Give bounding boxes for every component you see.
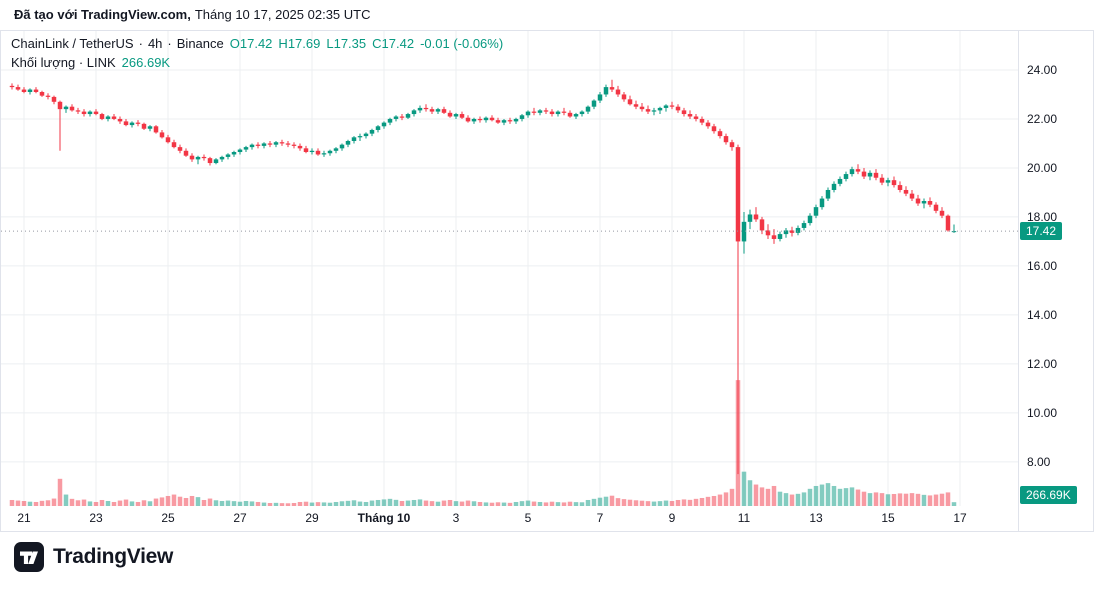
symbol-row: ChainLink / TetherUS · 4h · Binance O17.42 H17…	[11, 36, 503, 52]
time-axis-label: 7	[596, 511, 604, 525]
ohlc-close: C17.42	[372, 36, 415, 51]
separator: ·	[167, 36, 172, 51]
price-axis-label: 24.00	[1027, 62, 1058, 77]
ohlc-high: H17.69	[278, 36, 321, 51]
price-axis[interactable]: 17.42 266.69K 24.00 22.00 20.00 18.00 16.00 1…	[1018, 31, 1093, 531]
current-volume-badge: 266.69K	[1020, 486, 1077, 504]
time-axis-label: 9	[668, 511, 676, 525]
price-axis-label: 20.00	[1027, 160, 1058, 175]
price-axis-label: 14.00	[1027, 307, 1058, 322]
time-axis-label: 11	[737, 511, 751, 525]
tradingview-logo-icon	[14, 542, 44, 572]
time-axis[interactable]: 21 23 25 27 29 Tháng 10 3 5 7 9 11 13 15 17	[1, 506, 1018, 531]
candles	[9, 79, 957, 475]
ohlc-low: L17.35	[326, 36, 367, 51]
current-price-badge: 17.42	[1020, 222, 1063, 241]
separator: ·	[138, 36, 143, 51]
time-axis-label: 5	[524, 511, 532, 525]
price-axis-label: 16.00	[1027, 258, 1058, 273]
volume-indicator-title[interactable]: Khối lượng · LINK	[11, 55, 116, 70]
volume-value: 266.69K	[121, 55, 171, 70]
candlestick-chart[interactable]	[1, 31, 1018, 506]
price-axis-label: 8.00	[1027, 454, 1051, 469]
price-change: -0.01 (-0.06%)	[420, 36, 504, 51]
gridlines	[1, 31, 1018, 506]
attribution-datetime: Tháng 10 17, 2025 02:35 UTC	[194, 7, 371, 22]
attribution-prefix: Đã tạo với TradingView.com,	[14, 7, 191, 22]
brand-wordmark: TradingView	[53, 545, 174, 568]
time-axis-label: 21	[17, 511, 31, 525]
time-axis-label: 25	[161, 511, 175, 525]
time-axis-label: Tháng 10	[357, 511, 411, 525]
price-axis-label: 12.00	[1027, 356, 1058, 371]
time-axis-label: 13	[809, 511, 823, 525]
time-axis-label: 27	[233, 511, 247, 525]
time-axis-label: 15	[881, 511, 895, 525]
price-chart-pane[interactable]: ChainLink / TetherUS · 4h · Binance O17.42 H17…	[1, 31, 1018, 506]
interval-label[interactable]: 4h	[147, 36, 163, 51]
chart-legend: ChainLink / TetherUS · 4h · Binance O17.42 H17…	[11, 36, 503, 74]
exchange-label[interactable]: Binance	[176, 36, 224, 51]
attribution: Đã tạo với TradingView.com, Tháng 10 17, …	[14, 7, 370, 22]
time-axis-label: 17	[953, 511, 967, 525]
time-axis-label: 23	[89, 511, 103, 525]
symbol-title[interactable]: ChainLink / TetherUS	[11, 36, 134, 51]
time-axis-label: 29	[305, 511, 319, 525]
volume-bars	[9, 380, 957, 506]
time-axis-label: 3	[452, 511, 460, 525]
price-axis-label: 10.00	[1027, 405, 1058, 420]
price-axis-label: 22.00	[1027, 111, 1058, 126]
footer-brand[interactable]: TradingView	[14, 542, 173, 572]
volume-indicator-row: Khối lượng · LINK 266.69K	[11, 55, 503, 71]
price-axis-label: 18.00	[1027, 209, 1058, 224]
chart-panel: ChainLink / TetherUS · 4h · Binance O17.42 H17…	[0, 30, 1094, 532]
ohlc-open: O17.42	[229, 36, 273, 51]
